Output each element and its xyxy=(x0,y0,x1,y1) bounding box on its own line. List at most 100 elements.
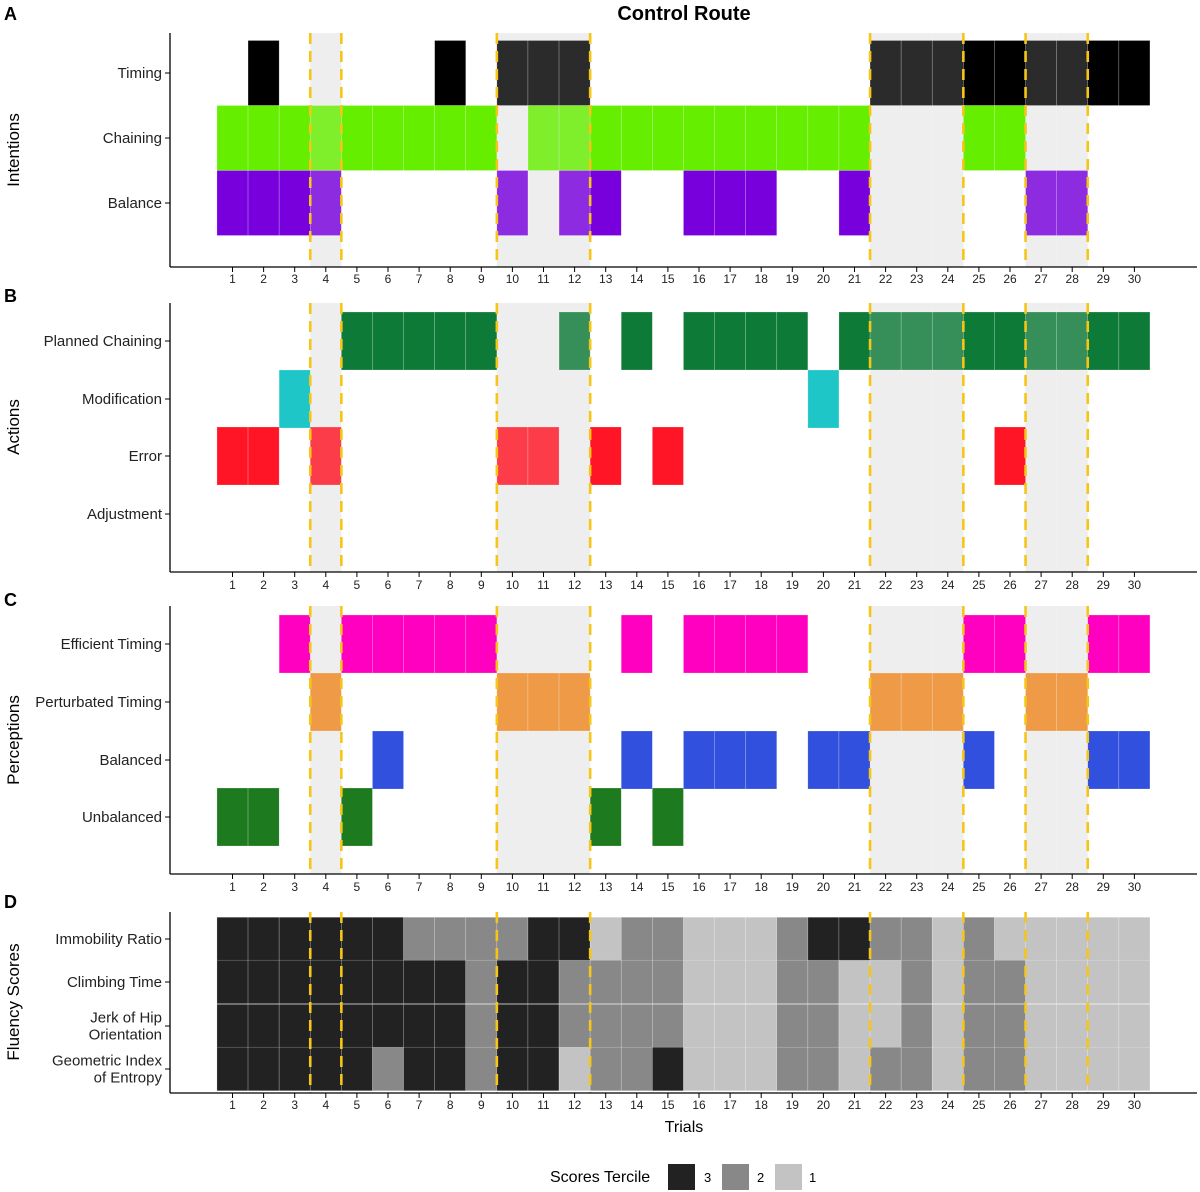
tile xyxy=(776,1046,809,1092)
tile xyxy=(372,959,404,1005)
x-tick-label: 12 xyxy=(568,880,582,894)
tile xyxy=(1025,311,1057,371)
tile xyxy=(963,614,995,674)
tile xyxy=(776,105,809,171)
x-tick-label: 21 xyxy=(848,1098,862,1112)
x-tick-label: 8 xyxy=(447,272,454,286)
tile xyxy=(683,614,715,674)
tile xyxy=(1087,1046,1120,1092)
tile xyxy=(1118,1003,1151,1049)
x-tick-label: 26 xyxy=(1003,1098,1017,1112)
x-tick-label: 10 xyxy=(506,272,520,286)
x-tick-label: 15 xyxy=(661,272,675,286)
tile xyxy=(963,1046,995,1092)
tile xyxy=(589,1003,622,1049)
panel-b: B Actions Planned Chaining Modification Erro… xyxy=(4,286,1197,592)
x-tick-label: 26 xyxy=(1003,880,1017,894)
x-tick-label: 22 xyxy=(879,272,893,286)
tile xyxy=(434,959,467,1005)
x-tick-label: 11 xyxy=(537,880,550,894)
tile xyxy=(1118,614,1151,674)
tile xyxy=(1087,40,1120,106)
tile xyxy=(558,105,591,171)
tile xyxy=(1056,672,1089,732)
x-tick-label: 15 xyxy=(661,880,675,894)
tile xyxy=(745,1046,778,1092)
x-tick-label: 29 xyxy=(1097,880,1111,894)
tile xyxy=(527,1046,560,1092)
tile xyxy=(216,959,249,1005)
tile xyxy=(341,311,373,371)
tile xyxy=(278,614,311,674)
x-tick-label: 27 xyxy=(1034,272,1048,286)
tile xyxy=(216,787,249,847)
tile xyxy=(278,170,311,236)
x-tick-label: 24 xyxy=(941,272,955,286)
tile xyxy=(807,730,840,790)
tile xyxy=(838,105,871,171)
x-tick-label: 1 xyxy=(229,880,236,894)
tile xyxy=(652,1046,684,1092)
tile xyxy=(527,40,560,106)
tile xyxy=(341,1003,373,1049)
tile xyxy=(496,170,529,236)
tile xyxy=(465,959,498,1005)
x-tick-label: 21 xyxy=(848,880,862,894)
tile xyxy=(372,311,404,371)
shaded-column xyxy=(527,606,560,874)
x-tick-label: 3 xyxy=(291,1098,298,1112)
x-tick-label: 4 xyxy=(322,272,329,286)
x-tick-label: 2 xyxy=(260,880,267,894)
tile xyxy=(963,105,995,171)
tile xyxy=(963,311,995,371)
tile xyxy=(869,1046,902,1092)
x-tick-label: 23 xyxy=(910,272,924,286)
tile xyxy=(372,1003,404,1049)
x-tick-label: 13 xyxy=(599,1098,613,1112)
tile xyxy=(900,1003,933,1049)
x-tick-label: 27 xyxy=(1034,880,1048,894)
shaded-column xyxy=(496,606,528,874)
x-tick-label: 12 xyxy=(568,272,582,286)
tile xyxy=(309,105,342,171)
shaded-column xyxy=(901,606,933,874)
tile xyxy=(776,959,809,1005)
x-tick-label: 14 xyxy=(630,272,644,286)
shaded-column xyxy=(1056,606,1088,874)
x-tick-label: 29 xyxy=(1097,1098,1111,1112)
tile xyxy=(1025,170,1057,236)
x-tick-label: 9 xyxy=(478,1098,485,1112)
tile xyxy=(558,672,591,732)
tile xyxy=(807,369,840,429)
tile xyxy=(558,40,591,106)
row-label: Geometric Index xyxy=(52,1053,163,1070)
tile xyxy=(341,1046,373,1092)
x-tick-label: 10 xyxy=(506,1098,520,1112)
x-tick-label: 19 xyxy=(786,880,800,894)
x-tick-label: 10 xyxy=(506,880,520,894)
tile xyxy=(372,916,404,962)
x-tick-label: 6 xyxy=(385,880,392,894)
tile xyxy=(216,426,249,486)
tile xyxy=(403,311,435,371)
legend-swatch-2 xyxy=(722,1164,749,1190)
tile xyxy=(714,614,746,674)
tile xyxy=(1118,311,1151,371)
tile xyxy=(247,1046,280,1092)
x-axis-title: Trials xyxy=(665,1119,704,1136)
row-label: Timing xyxy=(118,65,162,82)
tile xyxy=(278,1003,311,1049)
tile xyxy=(994,959,1026,1005)
x-tick-label: 16 xyxy=(692,272,706,286)
legend-label-3: 3 xyxy=(704,1170,711,1185)
tile xyxy=(278,369,311,429)
tile xyxy=(620,105,653,171)
tile xyxy=(341,916,373,962)
tile xyxy=(309,426,342,486)
tile xyxy=(838,959,871,1005)
x-tick-label: 21 xyxy=(848,578,862,592)
tile xyxy=(620,614,653,674)
x-tick-label: 17 xyxy=(723,1098,737,1112)
legend-swatch-1 xyxy=(775,1164,802,1190)
x-tick-label: 24 xyxy=(941,578,955,592)
